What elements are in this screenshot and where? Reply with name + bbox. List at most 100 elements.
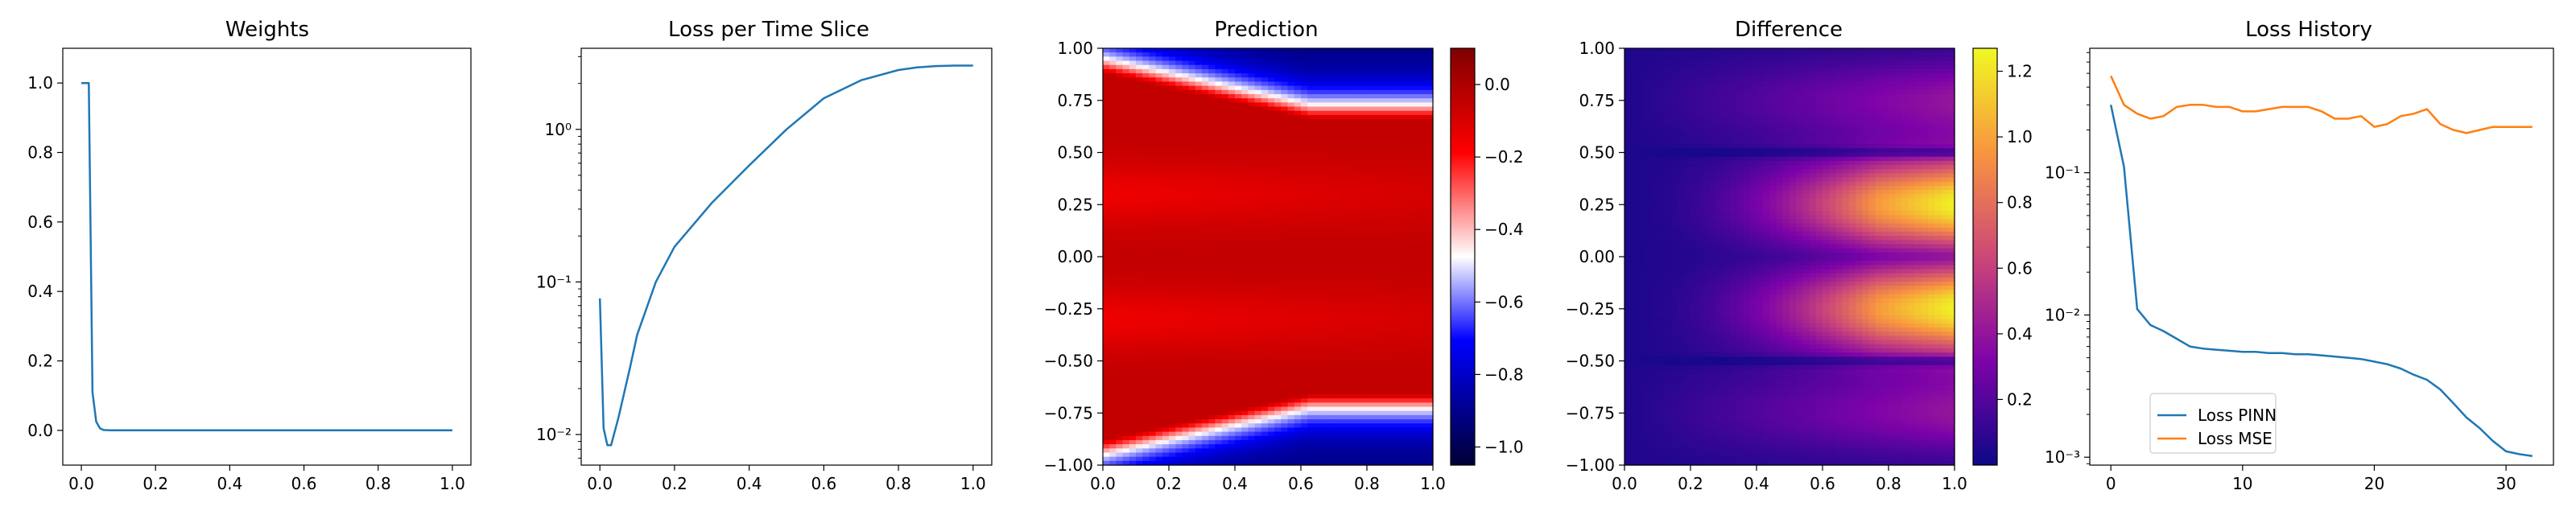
- heatmap-cell: [1175, 89, 1183, 95]
- heatmap-cell: [1314, 261, 1322, 266]
- heatmap-cell: [1182, 190, 1190, 195]
- heatmap-cell: [1347, 377, 1355, 382]
- heatmap-cell: [1109, 56, 1117, 62]
- heatmap-cell: [1347, 398, 1355, 403]
- heatmap-cell: [1155, 139, 1163, 145]
- heatmap-cell: [1261, 227, 1269, 233]
- heatmap-cell: [1340, 340, 1348, 345]
- heatmap-cell: [1221, 373, 1229, 378]
- heatmap-cell: [1406, 215, 1414, 220]
- heatmap-cell: [1182, 360, 1190, 366]
- heatmap-cell: [1202, 177, 1209, 183]
- heatmap-cell: [1373, 377, 1381, 382]
- heatmap-cell: [1149, 98, 1157, 103]
- heatmap-cell: [1347, 64, 1355, 70]
- heatmap-cell: [1228, 393, 1236, 399]
- heatmap-cell: [1235, 360, 1242, 366]
- heatmap-cell: [1347, 323, 1355, 328]
- heatmap-cell: [1208, 452, 1216, 458]
- heatmap-cell: [1367, 139, 1374, 145]
- heatmap-cell: [1188, 406, 1196, 412]
- heatmap-cell: [1294, 215, 1302, 220]
- heatmap-cell: [1175, 135, 1183, 141]
- heatmap-cell: [1301, 165, 1308, 170]
- heatmap-cell: [1254, 444, 1262, 449]
- heatmap-cell: [1136, 419, 1143, 424]
- heatmap-cell: [1281, 73, 1289, 78]
- heatmap-cell: [1294, 431, 1302, 437]
- heatmap-cell: [1129, 211, 1137, 216]
- heatmap-cell: [1320, 419, 1328, 424]
- heatmap-cell: [1413, 377, 1421, 382]
- heatmap-cell: [1169, 460, 1176, 466]
- heatmap-cell: [1175, 452, 1183, 458]
- heatmap-cell: [1136, 165, 1143, 170]
- heatmap-cell: [1122, 439, 1130, 445]
- heatmap-cell: [1122, 360, 1130, 366]
- heatmap-cell: [1373, 307, 1381, 311]
- heatmap-cell: [1136, 410, 1143, 416]
- heatmap-cell: [1367, 135, 1374, 141]
- heatmap-cell: [1129, 98, 1137, 103]
- heatmap-cell: [1386, 52, 1394, 57]
- heatmap-cell: [1261, 231, 1269, 237]
- heatmap-cell: [1208, 298, 1216, 303]
- heatmap-cell: [1162, 352, 1170, 357]
- heatmap-cell: [1386, 456, 1394, 462]
- heatmap-cell: [1281, 385, 1289, 391]
- heatmap-cell: [1287, 460, 1295, 466]
- heatmap-cell: [1287, 323, 1295, 328]
- heatmap-cell: [1274, 294, 1282, 299]
- heatmap-cell: [1373, 381, 1381, 387]
- heatmap-cell: [1406, 431, 1414, 437]
- heatmap-cell: [1221, 352, 1229, 357]
- heatmap-cell: [1208, 385, 1216, 391]
- heatmap-cell: [1188, 286, 1196, 291]
- heatmap-cell: [1142, 302, 1150, 307]
- heatmap-cell: [1103, 156, 1110, 162]
- heatmap-cell: [1103, 365, 1110, 370]
- heatmap-cell: [1281, 236, 1289, 241]
- heatmap-cell: [1393, 332, 1401, 337]
- heatmap-cell: [1393, 106, 1401, 112]
- heatmap-cell: [1169, 52, 1176, 57]
- heatmap-cell: [1334, 269, 1341, 274]
- heatmap-cell: [1109, 177, 1117, 183]
- heatmap-cell: [1103, 273, 1110, 278]
- heatmap-cell: [1327, 319, 1335, 324]
- heatmap-cell: [1294, 110, 1302, 116]
- heatmap-cell: [1353, 452, 1361, 458]
- heatmap-cell: [1274, 160, 1282, 166]
- heatmap-cell: [1373, 131, 1381, 137]
- x-tick-label: 0.6: [811, 474, 836, 493]
- heatmap-cell: [1393, 169, 1401, 174]
- heatmap-cell: [1419, 206, 1427, 212]
- heatmap-cell: [1301, 98, 1308, 103]
- heatmap-cell: [1340, 81, 1348, 87]
- heatmap-cell: [1367, 431, 1374, 437]
- heatmap-cell: [1360, 373, 1368, 378]
- heatmap-cell: [1208, 202, 1216, 208]
- heatmap-cell: [1386, 106, 1394, 112]
- heatmap-cell: [1261, 244, 1269, 249]
- heatmap-cell: [1202, 332, 1209, 337]
- heatmap-cell: [1294, 423, 1302, 428]
- heatmap-cell: [1188, 298, 1196, 303]
- heatmap-cell: [1241, 389, 1249, 395]
- heatmap-cell: [1301, 123, 1308, 129]
- heatmap-cell: [1320, 236, 1328, 241]
- heatmap-cell: [1142, 360, 1150, 366]
- heatmap-cell: [1221, 452, 1229, 458]
- heatmap-cell: [1129, 185, 1137, 191]
- heatmap-cell: [1208, 323, 1216, 328]
- heatmap-cell: [1195, 190, 1203, 195]
- heatmap-cell: [1109, 236, 1117, 241]
- heatmap-cell: [1142, 398, 1150, 403]
- heatmap-cell: [1248, 398, 1256, 403]
- heatmap-cell: [1367, 110, 1374, 116]
- heatmap-cell: [1169, 215, 1176, 220]
- heatmap-cell: [1287, 414, 1295, 420]
- heatmap-cell: [1142, 56, 1150, 62]
- heatmap-cell: [1208, 444, 1216, 449]
- heatmap-cell: [1235, 236, 1242, 241]
